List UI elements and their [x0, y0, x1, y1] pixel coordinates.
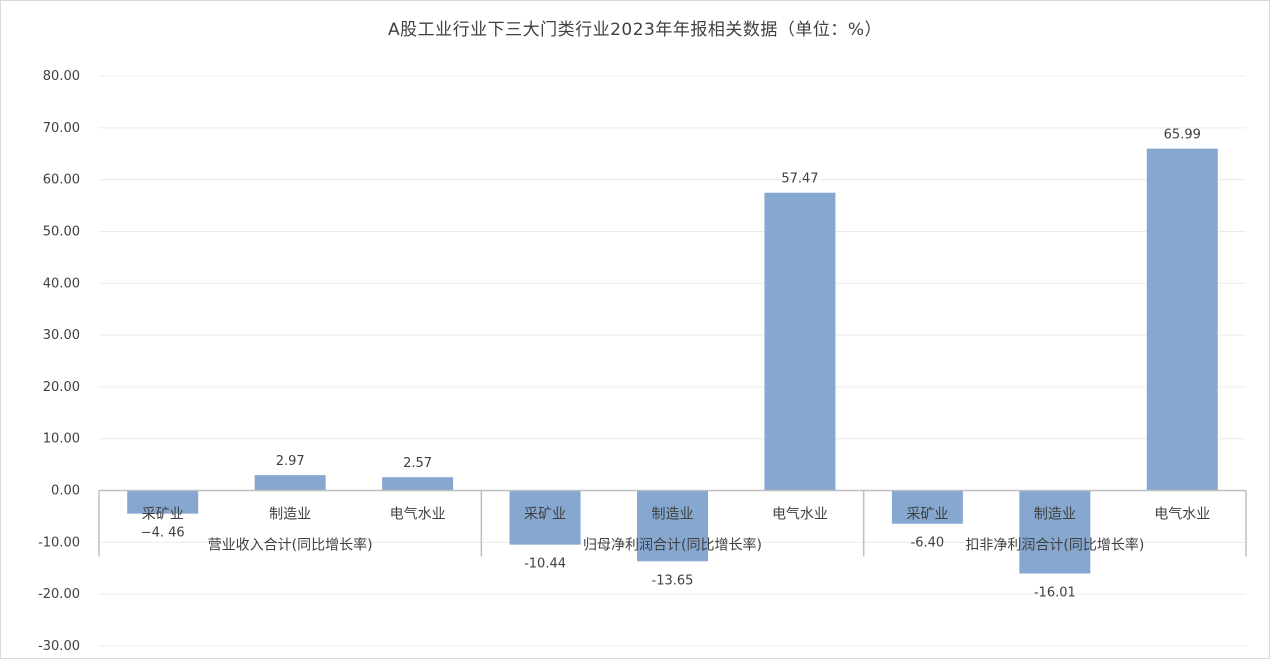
bar — [254, 475, 326, 491]
y-tick-label: 10.00 — [43, 432, 80, 447]
data-label: -10.44 — [524, 557, 566, 572]
y-tick-label: 80.00 — [43, 69, 80, 84]
category-label: 制造业 — [269, 507, 311, 523]
group-label: 营业收入合计(同比增长率) — [208, 537, 373, 554]
data-label: 65.99 — [1164, 128, 1201, 143]
bar — [637, 490, 708, 562]
y-tick-label: -30.00 — [38, 639, 80, 654]
group-label: 扣非净利润合计(同比增长率) — [965, 537, 1144, 554]
category-label: 制造业 — [652, 507, 694, 523]
category-label: 制造业 — [1034, 507, 1076, 523]
data-label: −4. 46 — [141, 526, 185, 541]
bar — [764, 192, 836, 491]
category-label: 采矿业 — [906, 507, 948, 523]
data-label: 57.47 — [781, 172, 818, 187]
bar — [509, 490, 581, 545]
category-label: 采矿业 — [142, 507, 184, 523]
y-tick-label: 60.00 — [43, 173, 80, 188]
y-tick-label: 0.00 — [51, 484, 80, 499]
y-tick-label: 70.00 — [43, 121, 80, 136]
y-tick-label: 40.00 — [43, 276, 80, 291]
category-label: 电气水业 — [1154, 507, 1210, 523]
y-tick-label: 30.00 — [43, 328, 80, 343]
data-label: -16.01 — [1034, 586, 1076, 601]
bar — [1146, 148, 1218, 491]
category-label: 电气水业 — [772, 507, 828, 523]
group-label: 归母净利润合计(同比增长率) — [583, 537, 762, 554]
bar — [891, 490, 963, 524]
category-label: 采矿业 — [524, 507, 566, 523]
y-tick-label: 20.00 — [43, 380, 80, 395]
y-tick-label: -10.00 — [38, 535, 80, 550]
chart-title: A股工业行业下三大门类行业2023年年报相关数据（单位：%） — [387, 20, 883, 40]
data-label: -6.40 — [911, 536, 945, 551]
y-tick-label: 50.00 — [43, 224, 80, 239]
y-tick-label: -20.00 — [38, 587, 80, 602]
bar — [382, 477, 454, 491]
data-label: 2.97 — [276, 454, 305, 469]
data-label: 2.57 — [403, 456, 432, 471]
category-label: 电气水业 — [390, 507, 446, 523]
data-label: -13.65 — [652, 573, 694, 588]
bar — [1019, 490, 1091, 574]
bar — [127, 490, 199, 514]
